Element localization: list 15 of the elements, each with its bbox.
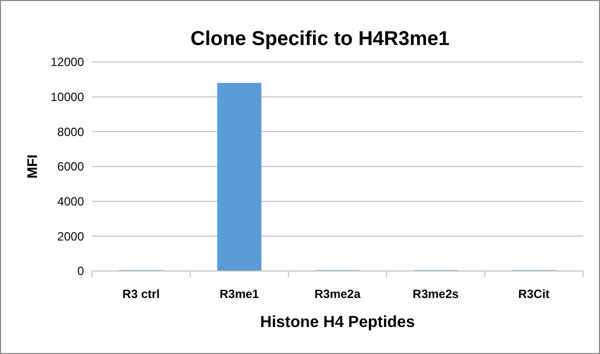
y-tick-label: 12000 [50, 55, 84, 70]
x-tick-label: R3 ctrl [122, 287, 160, 301]
y-tick-label: 6000 [57, 160, 84, 174]
y-tick-label: 2000 [57, 229, 84, 244]
chart-title: Clone Specific to H4R3me1 [190, 28, 450, 50]
x-tick-label: R3me2s [412, 287, 460, 301]
y-tick-label: 0 [77, 264, 84, 278]
y-tick-label: 4000 [57, 194, 84, 209]
x-tick-label: R3Cit [518, 287, 550, 301]
x-axis-title: Histone H4 Peptides [260, 314, 415, 331]
x-tick-label: R3me2a [314, 287, 361, 301]
y-tick-label: 8000 [57, 124, 84, 139]
y-axis-title: MFI [24, 154, 40, 179]
x-tick-label: R3me1 [220, 287, 260, 301]
y-tick-label: 10000 [50, 90, 84, 104]
